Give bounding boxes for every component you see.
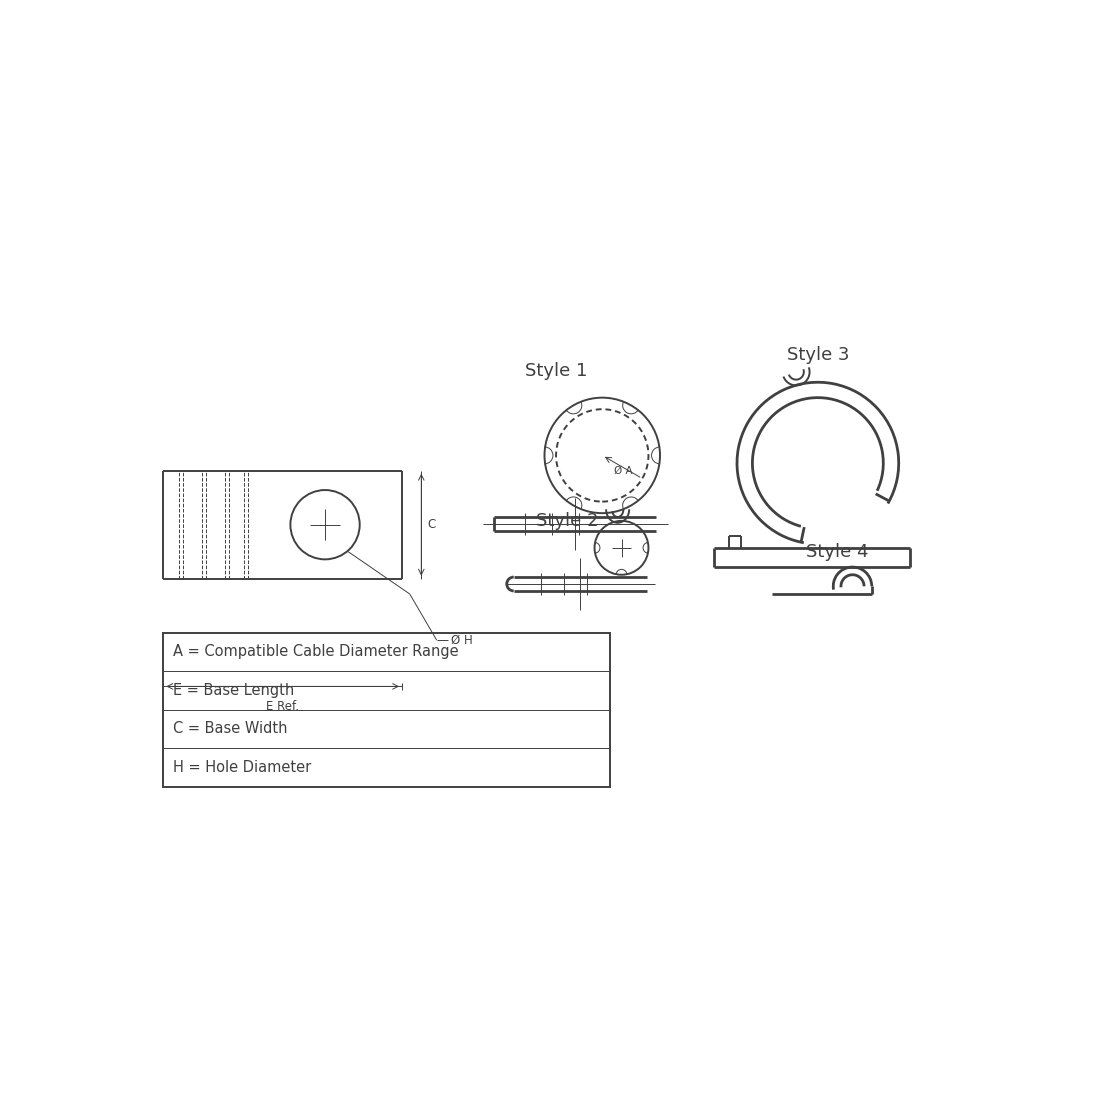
Text: Ø H: Ø H bbox=[451, 634, 472, 647]
Text: E = Base Length: E = Base Length bbox=[173, 683, 294, 697]
Text: Style 4: Style 4 bbox=[806, 542, 868, 561]
Text: Style 2: Style 2 bbox=[537, 512, 598, 530]
Text: Style 1: Style 1 bbox=[525, 362, 587, 380]
Text: Style 3: Style 3 bbox=[786, 346, 849, 364]
Bar bbox=[163, 632, 609, 786]
Text: Ø A: Ø A bbox=[614, 465, 632, 476]
Text: E Ref.: E Ref. bbox=[266, 701, 299, 713]
Text: C: C bbox=[428, 518, 436, 531]
Text: A = Compatible Cable Diameter Range: A = Compatible Cable Diameter Range bbox=[173, 645, 459, 659]
Text: C = Base Width: C = Base Width bbox=[173, 722, 287, 736]
Text: H = Hole Diameter: H = Hole Diameter bbox=[173, 760, 311, 774]
